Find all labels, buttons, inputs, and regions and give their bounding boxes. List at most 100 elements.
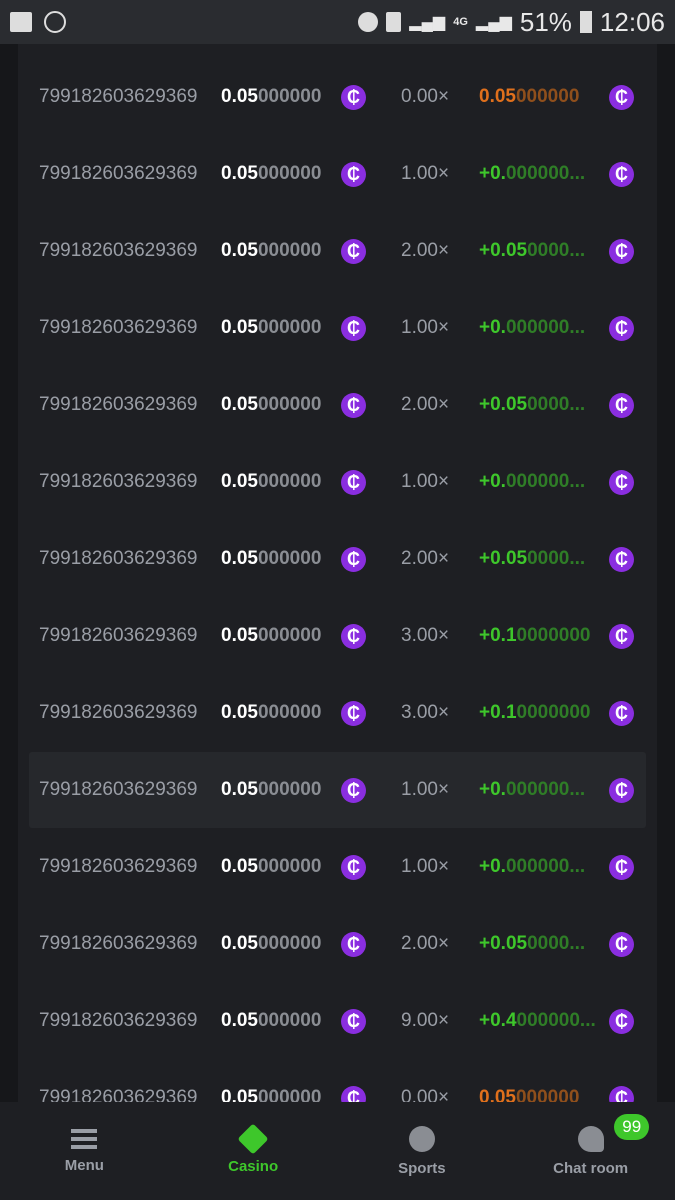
bet-row[interactable]: 799182603629369 0.05 000000 ₵ 9.00× +0.40… bbox=[29, 983, 646, 1059]
profit-trailing: 0000... bbox=[527, 548, 586, 569]
bet-row[interactable]: 799182603629369 0.05 000000 ₵ 1.00× +0.00… bbox=[29, 136, 646, 212]
bet-amount-trailing: 000000 bbox=[257, 471, 322, 492]
nav-casino[interactable]: Casino bbox=[169, 1102, 338, 1200]
profit-significant: +0. bbox=[479, 779, 506, 800]
nav-chat[interactable]: Chat room 99 bbox=[506, 1102, 675, 1200]
coin-icon: ₵ bbox=[609, 161, 634, 187]
bet-row[interactable]: 799182603629369 0.05 000000 ₵ 3.00× +0.10… bbox=[29, 675, 646, 751]
bet-amount: 0.05 000000 bbox=[221, 548, 321, 570]
profit-amount: 0.05000000 bbox=[479, 1087, 609, 1104]
multiplier: 1.00× bbox=[401, 163, 450, 184]
bet-amount-significant: 0.05 bbox=[221, 702, 258, 723]
profit-significant: +0. bbox=[479, 471, 506, 492]
bet-amount-trailing: 000000 bbox=[257, 933, 322, 954]
multiplier: 9.00× bbox=[401, 1010, 450, 1031]
bet-id: 799182603629369 bbox=[39, 1087, 198, 1104]
coin-icon: ₵ bbox=[609, 392, 634, 418]
coin-icon: ₵ bbox=[341, 546, 366, 572]
bet-amount-trailing: 000000 bbox=[257, 163, 322, 184]
coin-icon: ₵ bbox=[341, 700, 366, 726]
hamburger-icon bbox=[71, 1128, 98, 1149]
profit-significant: 0.05 bbox=[479, 1087, 516, 1104]
bet-amount: 0.05 000000 bbox=[221, 702, 321, 724]
coin-icon: ₵ bbox=[609, 1008, 634, 1034]
battery-percent: 51% bbox=[519, 6, 572, 37]
bet-row[interactable]: 799182603629369 0.05 000000 ₵ 2.00× +0.05… bbox=[29, 213, 646, 289]
multiplier: 1.00× bbox=[401, 856, 450, 877]
profit-trailing: 000000 bbox=[515, 86, 580, 107]
bet-row[interactable]: 799182603629369 0.05 000000 ₵ 1.00× +0.00… bbox=[29, 752, 646, 828]
bet-id: 799182603629369 bbox=[39, 933, 198, 954]
signal-icon: ▂▄▆ bbox=[409, 14, 446, 31]
profit-significant: +0.4 bbox=[479, 1010, 517, 1031]
coin-icon: ₵ bbox=[609, 854, 634, 880]
profit-trailing: 0000... bbox=[527, 240, 586, 261]
bet-id: 799182603629369 bbox=[39, 625, 198, 646]
multiplier: 2.00× bbox=[401, 548, 450, 569]
profit-trailing: 000000... bbox=[505, 856, 586, 877]
nav-sports-label: Sports bbox=[398, 1159, 446, 1177]
battery-icon bbox=[579, 11, 592, 33]
bet-amount-significant: 0.05 bbox=[221, 317, 258, 338]
bet-amount: 0.05 000000 bbox=[221, 933, 321, 955]
network-type: 4G bbox=[453, 16, 468, 28]
bet-amount: 0.05 000000 bbox=[221, 317, 321, 339]
bet-row[interactable]: 799182603629369 0.05 000000 ₵ 1.00× +0.00… bbox=[29, 290, 646, 366]
profit-significant: +0.05 bbox=[479, 240, 528, 261]
coin-icon: ₵ bbox=[609, 623, 634, 649]
bet-amount: 0.05 000000 bbox=[221, 163, 321, 185]
profit-significant: +0.1 bbox=[479, 625, 517, 646]
nav-menu[interactable]: Menu bbox=[0, 1102, 169, 1200]
bet-amount-significant: 0.05 bbox=[221, 240, 258, 261]
bet-row[interactable]: 799182603629369 0.05 000000 ₵ 3.00× +0.10… bbox=[29, 598, 646, 674]
bet-amount-trailing: 000000 bbox=[257, 1010, 322, 1031]
profit-significant: +0. bbox=[479, 856, 506, 877]
multiplier: 3.00× bbox=[401, 625, 450, 646]
sim-icon bbox=[386, 12, 402, 32]
bet-row[interactable]: 799182603629369 0.05 000000 ₵ 0.00× 0.050… bbox=[29, 59, 646, 135]
message-icon bbox=[10, 12, 32, 32]
bet-amount-significant: 0.05 bbox=[221, 625, 258, 646]
profit-amount: +0.10000000 bbox=[479, 625, 609, 647]
bet-amount: 0.05 000000 bbox=[221, 1087, 321, 1104]
profit-amount: +0.000000... bbox=[479, 317, 609, 339]
profit-amount: +0.050000... bbox=[479, 933, 609, 955]
profit-significant: +0.05 bbox=[479, 394, 528, 415]
profit-trailing: 000000... bbox=[505, 163, 586, 184]
bet-amount: 0.05 000000 bbox=[221, 625, 321, 647]
coin-icon: ₵ bbox=[341, 1008, 366, 1034]
bet-amount-significant: 0.05 bbox=[221, 548, 258, 569]
bet-row[interactable]: 799182603629369 0.05 000000 ₵ 2.00× +0.05… bbox=[29, 367, 646, 443]
profit-amount: +0.000000... bbox=[479, 856, 609, 878]
bet-amount-significant: 0.05 bbox=[221, 933, 258, 954]
bet-amount-significant: 0.05 bbox=[221, 856, 258, 877]
bet-row[interactable]: 799182603629369 0.05 000000 ₵ 2.00× +0.05… bbox=[29, 906, 646, 982]
multiplier: 0.00× bbox=[401, 1087, 450, 1104]
bet-row[interactable]: 799182603629369 0.05 000000 ₵ 1.00× +0.00… bbox=[29, 829, 646, 905]
profit-significant: 0.05 bbox=[479, 86, 516, 107]
bet-amount: 0.05 000000 bbox=[221, 856, 321, 878]
coin-icon: ₵ bbox=[609, 315, 634, 341]
bet-id: 799182603629369 bbox=[39, 394, 198, 415]
profit-significant: +0. bbox=[479, 317, 506, 338]
status-bar: ▂▄▆ 4G ▂▄▆ 51% 12:06 bbox=[0, 0, 675, 44]
bets-list[interactable]: 799182603629369 0.05 000000 ₵ 0.00× 0.050… bbox=[18, 44, 657, 1104]
bet-amount-significant: 0.05 bbox=[221, 1010, 258, 1031]
profit-trailing: 0000000 bbox=[516, 625, 591, 646]
bet-row[interactable]: 799182603629369 0.05 000000 ₵ 0.00× 0.050… bbox=[29, 1060, 646, 1104]
bet-row[interactable]: 799182603629369 0.05 000000 ₵ 1.00× +0.00… bbox=[29, 444, 646, 520]
bet-id: 799182603629369 bbox=[39, 471, 198, 492]
bet-amount-trailing: 000000 bbox=[257, 625, 322, 646]
multiplier: 2.00× bbox=[401, 933, 450, 954]
bet-row[interactable]: 799182603629369 0.05 000000 ₵ 2.00× +0.05… bbox=[29, 521, 646, 597]
profit-significant: +0.05 bbox=[479, 933, 528, 954]
profit-trailing: 000000... bbox=[505, 317, 586, 338]
bet-id: 799182603629369 bbox=[39, 548, 198, 569]
cards-icon bbox=[237, 1122, 269, 1155]
bet-amount-trailing: 000000 bbox=[257, 394, 322, 415]
bet-amount: 0.05 000000 bbox=[221, 1010, 321, 1032]
nav-sports[interactable]: Sports bbox=[338, 1102, 507, 1200]
bet-amount-significant: 0.05 bbox=[221, 163, 258, 184]
nav-casino-label: Casino bbox=[228, 1157, 279, 1175]
multiplier: 2.00× bbox=[401, 240, 450, 261]
